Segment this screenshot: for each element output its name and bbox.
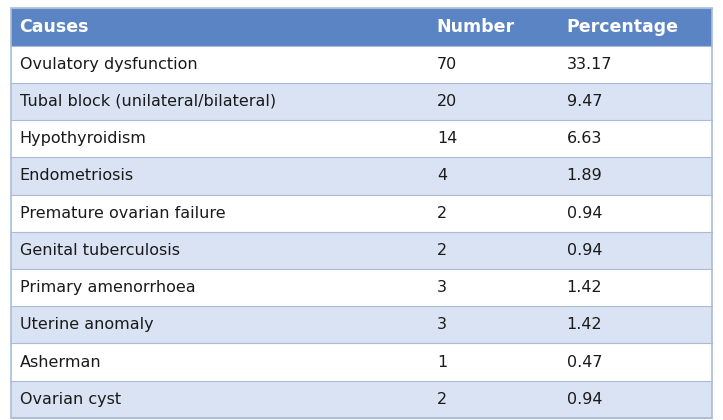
Bar [11,8,428,46]
Text: Ovulatory dysfunction: Ovulatory dysfunction [20,57,197,72]
Text: 70: 70 [437,57,457,72]
Bar [428,381,558,418]
Text: Percentage: Percentage [567,18,679,36]
Bar [11,306,428,344]
Bar [11,269,428,306]
Text: 2: 2 [437,392,447,407]
Bar [428,269,558,306]
Text: Endometriosis: Endometriosis [20,168,134,184]
Bar [11,46,428,83]
Bar [428,46,558,83]
Bar [558,194,712,232]
Bar [558,381,712,418]
Bar [558,269,712,306]
Bar [558,83,712,120]
Text: Primary amenorrhoea: Primary amenorrhoea [20,280,195,295]
Bar [558,8,712,46]
Bar [428,158,558,194]
Bar [558,306,712,344]
Bar [11,83,428,120]
Text: Causes: Causes [20,18,89,36]
Text: 14: 14 [437,131,457,146]
Bar [428,120,558,158]
Bar [11,232,428,269]
Text: Number: Number [437,18,515,36]
Bar [558,120,712,158]
Text: 9.47: 9.47 [567,94,602,109]
Bar [428,83,558,120]
Text: Uterine anomaly: Uterine anomaly [20,318,153,332]
Bar [558,344,712,381]
Bar [428,306,558,344]
Text: 33.17: 33.17 [567,57,612,72]
Text: 0.94: 0.94 [567,392,602,407]
Bar [11,194,428,232]
Text: 1.89: 1.89 [567,168,602,184]
Text: 6.63: 6.63 [567,131,602,146]
Text: 1.42: 1.42 [567,280,602,295]
Text: 2: 2 [437,243,447,258]
Bar [428,232,558,269]
Bar [11,120,428,158]
Text: Asherman: Asherman [20,354,101,370]
Text: 0.94: 0.94 [567,243,602,258]
Text: 20: 20 [437,94,457,109]
Bar [558,46,712,83]
Text: Genital tuberculosis: Genital tuberculosis [20,243,179,258]
Text: 0.94: 0.94 [567,206,602,220]
Text: Tubal block (unilateral/bilateral): Tubal block (unilateral/bilateral) [20,94,275,109]
Text: Ovarian cyst: Ovarian cyst [20,392,121,407]
Bar [428,8,558,46]
Text: Premature ovarian failure: Premature ovarian failure [20,206,225,220]
Text: 1.42: 1.42 [567,318,602,332]
Bar [11,381,428,418]
Bar [11,158,428,194]
Text: 4: 4 [437,168,447,184]
Bar [558,232,712,269]
Text: 2: 2 [437,206,447,220]
Text: 0.47: 0.47 [567,354,602,370]
Text: 1: 1 [437,354,447,370]
Text: 3: 3 [437,280,447,295]
Bar [428,194,558,232]
Text: Hypothyroidism: Hypothyroidism [20,131,146,146]
Bar [428,344,558,381]
Text: 3: 3 [437,318,447,332]
Bar [11,344,428,381]
Bar [558,158,712,194]
